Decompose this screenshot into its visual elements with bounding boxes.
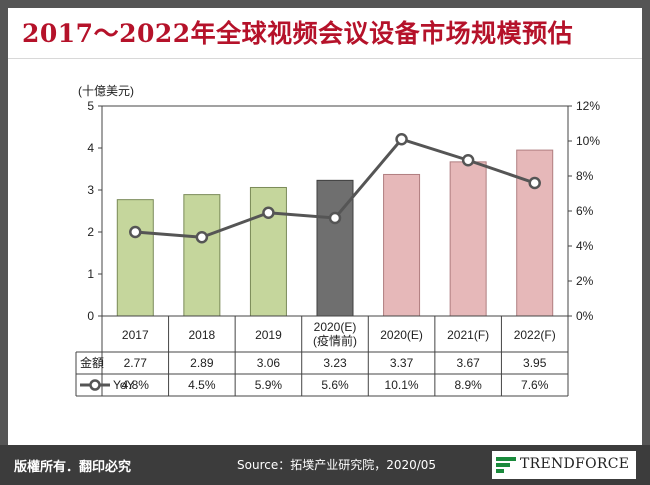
x-axis-category-label: 2019 [255, 328, 282, 342]
x-axis-category-label: 2022(F) [514, 328, 556, 342]
yoy-point [195, 231, 209, 244]
y2-axis-tick-label: 2% [576, 274, 594, 288]
y2-axis-tick-label: 4% [576, 239, 594, 253]
logo-wordmark: TRENDFORCE [520, 456, 630, 472]
table-cell-yoy: 10.1% [385, 378, 419, 392]
y-axis-tick-label: 2 [87, 225, 94, 239]
table-cell-yoy: 4.5% [188, 378, 216, 392]
data-table: 2017 2018 2019 2020(E) (疫情前) 2020(E) 2021(F) 20… [75, 315, 569, 397]
right-border [642, 0, 650, 485]
x-axis-category-label: 2020(E) [380, 328, 423, 342]
table-cell-amount: 3.23 [323, 356, 347, 370]
bar [516, 149, 554, 317]
x-axis-category-label: 2021(F) [447, 328, 489, 342]
table-cell-amount: 3.06 [257, 356, 281, 370]
source-note: Source：拓墣产业研究院，2020/05 [237, 458, 437, 472]
y-axis-tick-label: 4 [87, 141, 94, 155]
table-cell-amount: 3.67 [456, 356, 480, 370]
yoy-point [262, 206, 275, 219]
yoy-line-series [129, 133, 541, 244]
table-cell-amount: 3.37 [390, 356, 414, 370]
table-cell-yoy: 7.6% [521, 378, 549, 392]
bar [316, 179, 354, 317]
y-axis-tick-label: 3 [87, 183, 94, 197]
table-cell-yoy: 5.9% [255, 378, 283, 392]
y2-axis-tick-label: 0% [576, 309, 594, 323]
y-axis-tick-label: 1 [87, 267, 94, 281]
table-cell-yoy: 4.8% [122, 378, 150, 392]
y2-axis-tick-label: 8% [576, 169, 594, 183]
bar [116, 199, 154, 317]
legend-point-marker [89, 379, 101, 391]
bar-series [116, 149, 554, 317]
left-border [0, 0, 8, 485]
footer-bar: 版權所有．翻印必究 Source：拓墣产业研究院，2020/05 TRENDFO… [0, 445, 650, 485]
y2-axis-tick-label: 12% [576, 99, 600, 113]
table-row-label-amount: 金額 [80, 355, 104, 370]
bar [449, 161, 487, 317]
y-axis-unit-label: (十億美元) [78, 84, 134, 98]
yoy-point [328, 211, 342, 225]
bar [183, 194, 221, 317]
trendforce-logo: TRENDFORCE [492, 451, 636, 479]
chart-title: 2017～2022年全球视频会议设备市场规模预估 [22, 19, 574, 48]
table-cell-amount: 2.89 [190, 356, 214, 370]
yoy-point [129, 225, 142, 239]
table-cell-yoy: 5.6% [321, 378, 349, 392]
table-cell-amount: 3.95 [523, 356, 547, 370]
trendforce-mark-icon [496, 457, 516, 473]
table-cell-amount: 2.77 [124, 356, 148, 370]
table-row-label-yoy: YoY [113, 378, 135, 392]
x-axis-category-label: 2017 [122, 328, 149, 342]
x-axis-category-label: 2020(E) (疫情前) [313, 320, 357, 348]
x-axis-category-label: 2018 [189, 328, 216, 342]
bar [383, 173, 421, 317]
yoy-point [528, 176, 541, 190]
y-axis-tick-label: 0 [87, 309, 94, 323]
title-divider [8, 58, 642, 59]
top-border [0, 0, 650, 8]
table-cell-yoy: 8.9% [454, 378, 482, 392]
y2-axis-tick-label: 10% [576, 134, 600, 148]
yoy-point [461, 154, 475, 167]
yoy-point [395, 133, 408, 146]
y-axis-tick-label: 5 [87, 99, 94, 113]
copyright-notice: 版權所有．翻印必究 [14, 460, 132, 475]
y2-axis-tick-label: 6% [576, 204, 594, 218]
